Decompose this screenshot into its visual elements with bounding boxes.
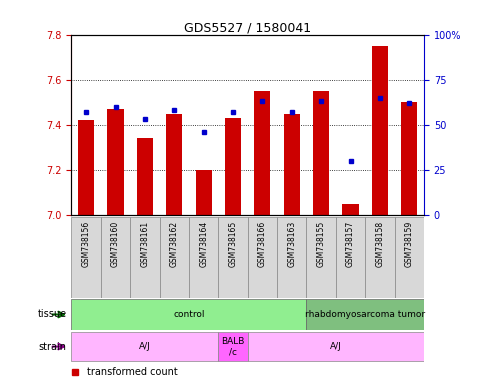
Bar bbox=[78, 120, 94, 215]
Text: GSM738162: GSM738162 bbox=[170, 221, 179, 267]
Bar bbox=[218, 217, 248, 298]
Text: control: control bbox=[173, 310, 205, 319]
Text: GSM738155: GSM738155 bbox=[317, 221, 326, 267]
Bar bbox=[372, 46, 388, 215]
Bar bbox=[218, 332, 247, 361]
Text: A/J: A/J bbox=[139, 342, 151, 351]
Bar bbox=[101, 217, 130, 298]
Bar bbox=[307, 217, 336, 298]
Bar bbox=[71, 332, 218, 361]
Text: GSM738164: GSM738164 bbox=[199, 221, 208, 267]
Bar bbox=[247, 217, 277, 298]
Text: GSM738161: GSM738161 bbox=[141, 221, 149, 267]
Text: A/J: A/J bbox=[330, 342, 342, 351]
Text: strain: strain bbox=[38, 341, 67, 352]
Text: rhabdomyosarcoma tumor: rhabdomyosarcoma tumor bbox=[305, 310, 425, 319]
Bar bbox=[394, 217, 424, 298]
Text: GSM738160: GSM738160 bbox=[111, 221, 120, 267]
Text: GSM738156: GSM738156 bbox=[82, 221, 91, 267]
Bar bbox=[160, 217, 189, 298]
Bar bbox=[71, 300, 307, 329]
Bar bbox=[336, 217, 365, 298]
Text: GSM738163: GSM738163 bbox=[287, 221, 296, 267]
Text: GSM738159: GSM738159 bbox=[405, 221, 414, 267]
Bar bbox=[107, 109, 124, 215]
Bar bbox=[189, 217, 218, 298]
Text: GSM738158: GSM738158 bbox=[375, 221, 385, 267]
Bar bbox=[71, 217, 101, 298]
Bar bbox=[283, 114, 300, 215]
Bar bbox=[225, 118, 241, 215]
Text: tissue: tissue bbox=[37, 310, 67, 319]
Bar bbox=[343, 204, 358, 215]
Text: GSM738165: GSM738165 bbox=[229, 221, 238, 267]
Bar bbox=[254, 91, 271, 215]
Text: BALB
/c: BALB /c bbox=[221, 337, 245, 356]
Text: transformed count: transformed count bbox=[87, 367, 178, 377]
Bar bbox=[365, 217, 394, 298]
Bar bbox=[130, 217, 160, 298]
Text: GSM738166: GSM738166 bbox=[258, 221, 267, 267]
Bar bbox=[401, 102, 418, 215]
Bar bbox=[277, 217, 307, 298]
Text: GDS5527 / 1580041: GDS5527 / 1580041 bbox=[184, 21, 311, 34]
Bar bbox=[196, 170, 212, 215]
Bar bbox=[248, 332, 424, 361]
Bar bbox=[313, 91, 329, 215]
Text: GSM738157: GSM738157 bbox=[346, 221, 355, 267]
Bar bbox=[166, 114, 182, 215]
Bar bbox=[307, 300, 424, 329]
Bar bbox=[137, 138, 153, 215]
